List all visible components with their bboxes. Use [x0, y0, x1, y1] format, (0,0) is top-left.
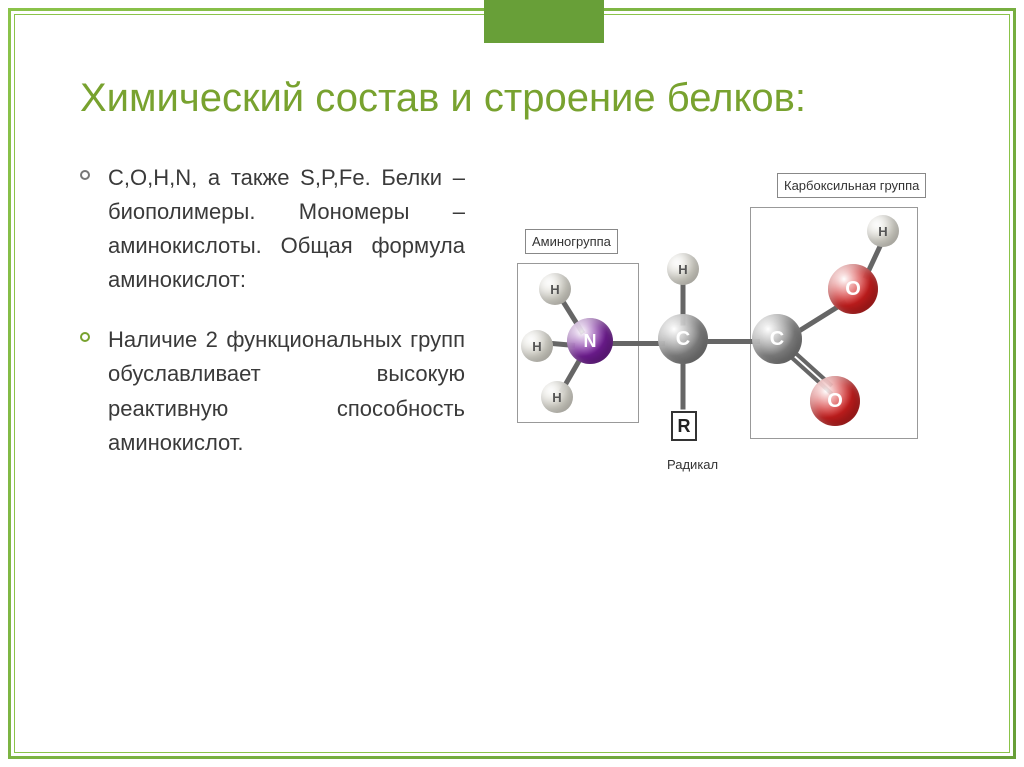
carboxyl-label: Карбоксильная группа	[777, 173, 926, 198]
diagram-column: NCCOOHHHHHRАминогруппаКарбоксильная груп…	[495, 161, 964, 511]
r-group-box: R	[671, 411, 697, 441]
amino-acid-molecule-diagram: NCCOOHHHHHRАминогруппаКарбоксильная груп…	[495, 171, 935, 511]
atom-H: H	[541, 381, 573, 413]
atom-H: H	[667, 253, 699, 285]
bullet-item-1: C,O,H,N, а также S,P,Fe. Белки – биополи…	[80, 161, 465, 297]
slide-tab-decoration	[484, 0, 604, 43]
bond	[700, 339, 760, 344]
bond	[605, 341, 665, 346]
atom-O: O	[810, 376, 860, 426]
atom-H: H	[539, 273, 571, 305]
bullet-text-1: C,O,H,N, а также S,P,Fe. Белки – биополи…	[108, 161, 465, 297]
bullet-text-2: Наличие 2 функциональных групп обуславли…	[108, 323, 465, 459]
atom-C: C	[752, 314, 802, 364]
text-column: C,O,H,N, а также S,P,Fe. Белки – биополи…	[80, 161, 465, 511]
radical-label: Радикал	[661, 453, 724, 476]
bullet-marker-1	[80, 161, 108, 297]
amino-label: Аминогруппа	[525, 229, 618, 254]
atom-O: O	[828, 264, 878, 314]
slide-content: Химический состав и строение белков: C,O…	[80, 75, 964, 727]
slide-title: Химический состав и строение белков:	[80, 75, 964, 121]
bullet-item-2: Наличие 2 функциональных групп обуславли…	[80, 323, 465, 459]
atom-C: C	[658, 314, 708, 364]
body-row: C,O,H,N, а также S,P,Fe. Белки – биополи…	[80, 161, 964, 511]
atom-N: N	[567, 318, 613, 364]
bullet-marker-2	[80, 323, 108, 459]
bond	[681, 362, 686, 410]
atom-H: H	[521, 330, 553, 362]
atom-H: H	[867, 215, 899, 247]
